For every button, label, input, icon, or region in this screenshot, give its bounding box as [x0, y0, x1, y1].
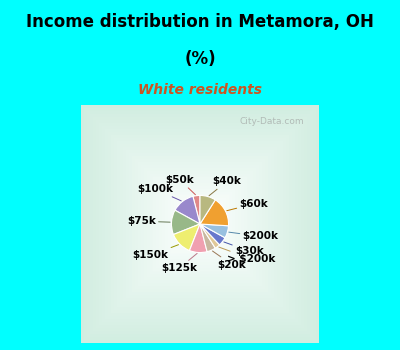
Text: (%): (%): [184, 50, 216, 68]
Text: $50k: $50k: [166, 175, 196, 195]
Wedge shape: [200, 195, 215, 224]
FancyBboxPatch shape: [93, 117, 307, 331]
Text: $100k: $100k: [137, 184, 181, 201]
Wedge shape: [200, 224, 225, 245]
Text: White residents: White residents: [138, 83, 262, 97]
FancyBboxPatch shape: [150, 174, 250, 274]
FancyBboxPatch shape: [158, 182, 242, 266]
FancyBboxPatch shape: [132, 155, 268, 292]
FancyBboxPatch shape: [102, 126, 298, 322]
FancyBboxPatch shape: [111, 135, 289, 313]
Wedge shape: [190, 224, 207, 253]
FancyBboxPatch shape: [188, 212, 212, 236]
FancyBboxPatch shape: [126, 149, 274, 298]
FancyBboxPatch shape: [152, 176, 248, 272]
Wedge shape: [200, 200, 228, 226]
FancyBboxPatch shape: [81, 105, 319, 343]
FancyBboxPatch shape: [144, 167, 256, 281]
FancyBboxPatch shape: [123, 147, 277, 301]
Text: $200k: $200k: [229, 231, 278, 242]
FancyBboxPatch shape: [87, 111, 313, 337]
FancyBboxPatch shape: [191, 215, 209, 233]
FancyBboxPatch shape: [140, 164, 260, 284]
FancyBboxPatch shape: [170, 194, 230, 254]
FancyBboxPatch shape: [108, 132, 292, 316]
FancyBboxPatch shape: [117, 141, 283, 307]
Wedge shape: [174, 224, 200, 251]
FancyBboxPatch shape: [84, 108, 316, 340]
Wedge shape: [200, 224, 228, 238]
FancyBboxPatch shape: [120, 144, 280, 304]
FancyBboxPatch shape: [182, 206, 218, 242]
FancyBboxPatch shape: [185, 209, 215, 239]
Wedge shape: [200, 224, 220, 248]
FancyBboxPatch shape: [99, 123, 301, 325]
FancyBboxPatch shape: [176, 200, 224, 248]
FancyBboxPatch shape: [146, 170, 254, 278]
FancyBboxPatch shape: [96, 120, 304, 328]
FancyBboxPatch shape: [167, 191, 233, 257]
FancyBboxPatch shape: [197, 221, 203, 227]
Wedge shape: [193, 195, 200, 224]
Text: $40k: $40k: [209, 176, 241, 196]
Text: $20k: $20k: [212, 251, 246, 270]
FancyBboxPatch shape: [105, 129, 295, 319]
FancyBboxPatch shape: [164, 188, 236, 260]
FancyBboxPatch shape: [129, 153, 272, 295]
Wedge shape: [172, 210, 200, 234]
Text: $150k: $150k: [133, 245, 178, 260]
FancyBboxPatch shape: [173, 197, 227, 251]
FancyBboxPatch shape: [114, 138, 286, 310]
Wedge shape: [175, 196, 200, 224]
FancyBboxPatch shape: [134, 159, 266, 289]
Text: $125k: $125k: [161, 253, 197, 273]
FancyBboxPatch shape: [155, 179, 245, 269]
Text: > $200k: > $200k: [219, 247, 276, 264]
FancyBboxPatch shape: [179, 203, 221, 245]
FancyBboxPatch shape: [194, 218, 206, 230]
Text: $60k: $60k: [227, 199, 268, 211]
FancyBboxPatch shape: [161, 185, 239, 262]
Text: Income distribution in Metamora, OH: Income distribution in Metamora, OH: [26, 13, 374, 30]
Wedge shape: [200, 224, 215, 252]
Text: $75k: $75k: [127, 216, 170, 226]
Text: City-Data.com: City-Data.com: [239, 117, 304, 126]
FancyBboxPatch shape: [138, 161, 262, 286]
Text: $30k: $30k: [224, 242, 264, 256]
FancyBboxPatch shape: [90, 114, 310, 334]
